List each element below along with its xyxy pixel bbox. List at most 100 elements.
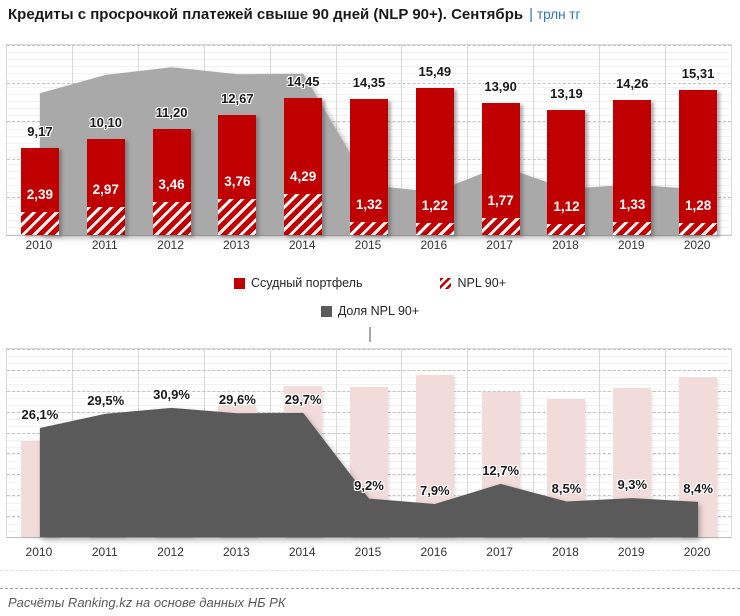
legend-divider-tick (369, 327, 371, 342)
share-value-label: 12,7% (482, 462, 520, 478)
portfolio-bar: 1,22 (415, 87, 454, 235)
share-value-label: 9,2% (354, 477, 384, 493)
year-label: 2016 (420, 238, 448, 252)
year-label: 2011 (91, 238, 118, 252)
year-label: 2013 (223, 238, 250, 252)
dashed-gridline (7, 369, 731, 371)
vertical-gridline (401, 349, 403, 537)
portfolio-bar: 1,32 (350, 98, 388, 235)
year-label: 2010 (25, 238, 53, 252)
portfolio-bar: 2,39 (20, 147, 59, 235)
vertical-gridline (467, 349, 469, 537)
bar-value-label: 9,17 (27, 123, 53, 139)
bar-value-label: 12,67 (221, 90, 254, 106)
year-label: 2011 (91, 545, 118, 559)
share-value-label: 8,4% (683, 480, 713, 496)
npl-hatch-segment (152, 202, 191, 235)
npl-value-label: 1,32 (355, 197, 383, 213)
share-value-label: 9,3% (617, 477, 648, 493)
vertical-gridline (533, 349, 535, 537)
npl-hatch-segment (415, 223, 454, 235)
legend-item-share: Доля NPL 90+ (320, 304, 420, 318)
npl-value-label: 1,33 (619, 197, 646, 213)
bar-value-label: 14,35 (352, 74, 386, 90)
share-value-label: 8,5% (551, 480, 582, 496)
npl-hatch-segment (547, 224, 586, 235)
share-value-label: 29,5% (87, 392, 125, 408)
legend-item-portfolio: Ссудный портфель (233, 276, 363, 290)
portfolio-bar: 2,97 (86, 139, 125, 235)
year-label: 2018 (552, 238, 579, 252)
bar-value-label: 14,45 (286, 73, 320, 89)
npl-value-label: 2,39 (26, 187, 54, 203)
vertical-gridline (664, 349, 666, 537)
faint-divider (0, 570, 740, 571)
bottom-chart-plot: 26,1% 29,5% 30,9% 29,6% 29,7% 9,2% 7,9% 12,7% 8,… (6, 348, 732, 538)
npl-value-label: 3,46 (158, 177, 185, 193)
vertical-gridline (533, 45, 535, 235)
year-label: 2013 (223, 545, 250, 559)
year-label: 2020 (683, 545, 711, 559)
npl-hatch-segment (679, 222, 718, 235)
year-label: 2012 (157, 545, 184, 559)
npl-hatch-segment (86, 206, 125, 235)
npl-hatch-segment (613, 222, 652, 235)
legend-label: NPL 90+ (457, 276, 507, 290)
year-label: 2018 (552, 545, 579, 559)
bar-value-label: 13,19 (550, 85, 583, 101)
footer-divider (0, 588, 740, 589)
bar-value-label: 14,26 (615, 75, 649, 91)
npl-value-label: 3,76 (224, 174, 251, 190)
page-title: Кредиты с просрочкой платежей свыше 90 д… (8, 6, 580, 23)
share-value-label: 29,7% (284, 391, 322, 407)
x-axis-line (7, 235, 731, 236)
year-label: 2014 (288, 238, 316, 252)
npl-value-label: 1,22 (421, 198, 448, 214)
npl-hatch-segment (284, 194, 323, 235)
share-value-label: 30,9% (153, 386, 190, 402)
portfolio-bar: 1,12 (547, 109, 586, 235)
legend-label: Ссудный портфель (250, 276, 363, 290)
legend-label: Доля NPL 90+ (337, 304, 420, 318)
top-chart-plot: 2,39 9,17 2,97 10,10 3,46 11,20 3,76 12,67 4,29 1… (6, 44, 732, 236)
bar-value-label: 11,20 (155, 104, 188, 120)
bar-value-label: 13,90 (484, 78, 517, 94)
year-label: 2010 (25, 545, 53, 559)
bar-value-label: 15,49 (418, 63, 452, 79)
bar-value-label: 10,10 (89, 115, 122, 131)
year-label: 2016 (420, 545, 448, 559)
legend-row-1: Ссудный портфель NPL 90+ (0, 276, 740, 290)
year-label: 2012 (157, 238, 184, 252)
vertical-gridline (467, 45, 469, 235)
dashed-gridline (7, 349, 731, 350)
red-square-icon (233, 277, 245, 289)
year-label: 2015 (354, 545, 382, 559)
npl-value-label: 1,12 (553, 199, 580, 215)
year-label: 2014 (288, 545, 316, 559)
year-label: 2020 (683, 238, 711, 252)
npl-share-area (39, 67, 699, 235)
npl-value-label: 4,29 (290, 169, 317, 185)
portfolio-bar: 4,29 (284, 97, 323, 235)
title-text: Кредиты с просрочкой платежей свыше 90 д… (8, 6, 524, 23)
title-separator: | (529, 6, 533, 23)
year-label: 2019 (617, 545, 645, 559)
vertical-gridline (401, 45, 403, 235)
bottom-chart-x-axis: 2010 2011 2012 2013 2014 2015 2016 2017 2018 2019… (6, 545, 730, 560)
bar-value-label: 15,31 (681, 65, 715, 81)
gray-square-icon (320, 305, 332, 317)
share-value-label: 29,6% (218, 392, 256, 408)
vertical-gridline (664, 45, 666, 235)
npl-hatch-segment (350, 222, 388, 235)
vertical-gridline (335, 349, 337, 537)
dashed-gridline (7, 45, 731, 46)
npl-value-label: 1,28 (684, 197, 712, 213)
share-value-label: 26,1% (21, 406, 59, 422)
npl-hatch-segment (481, 218, 520, 235)
year-label: 2017 (486, 545, 513, 559)
vertical-gridline (598, 349, 600, 537)
npl-hatch-segment (218, 199, 257, 235)
portfolio-bar: 1,28 (679, 89, 718, 235)
portfolio-bar: 3,76 (218, 114, 257, 235)
title-unit: трлн тг (536, 7, 581, 22)
